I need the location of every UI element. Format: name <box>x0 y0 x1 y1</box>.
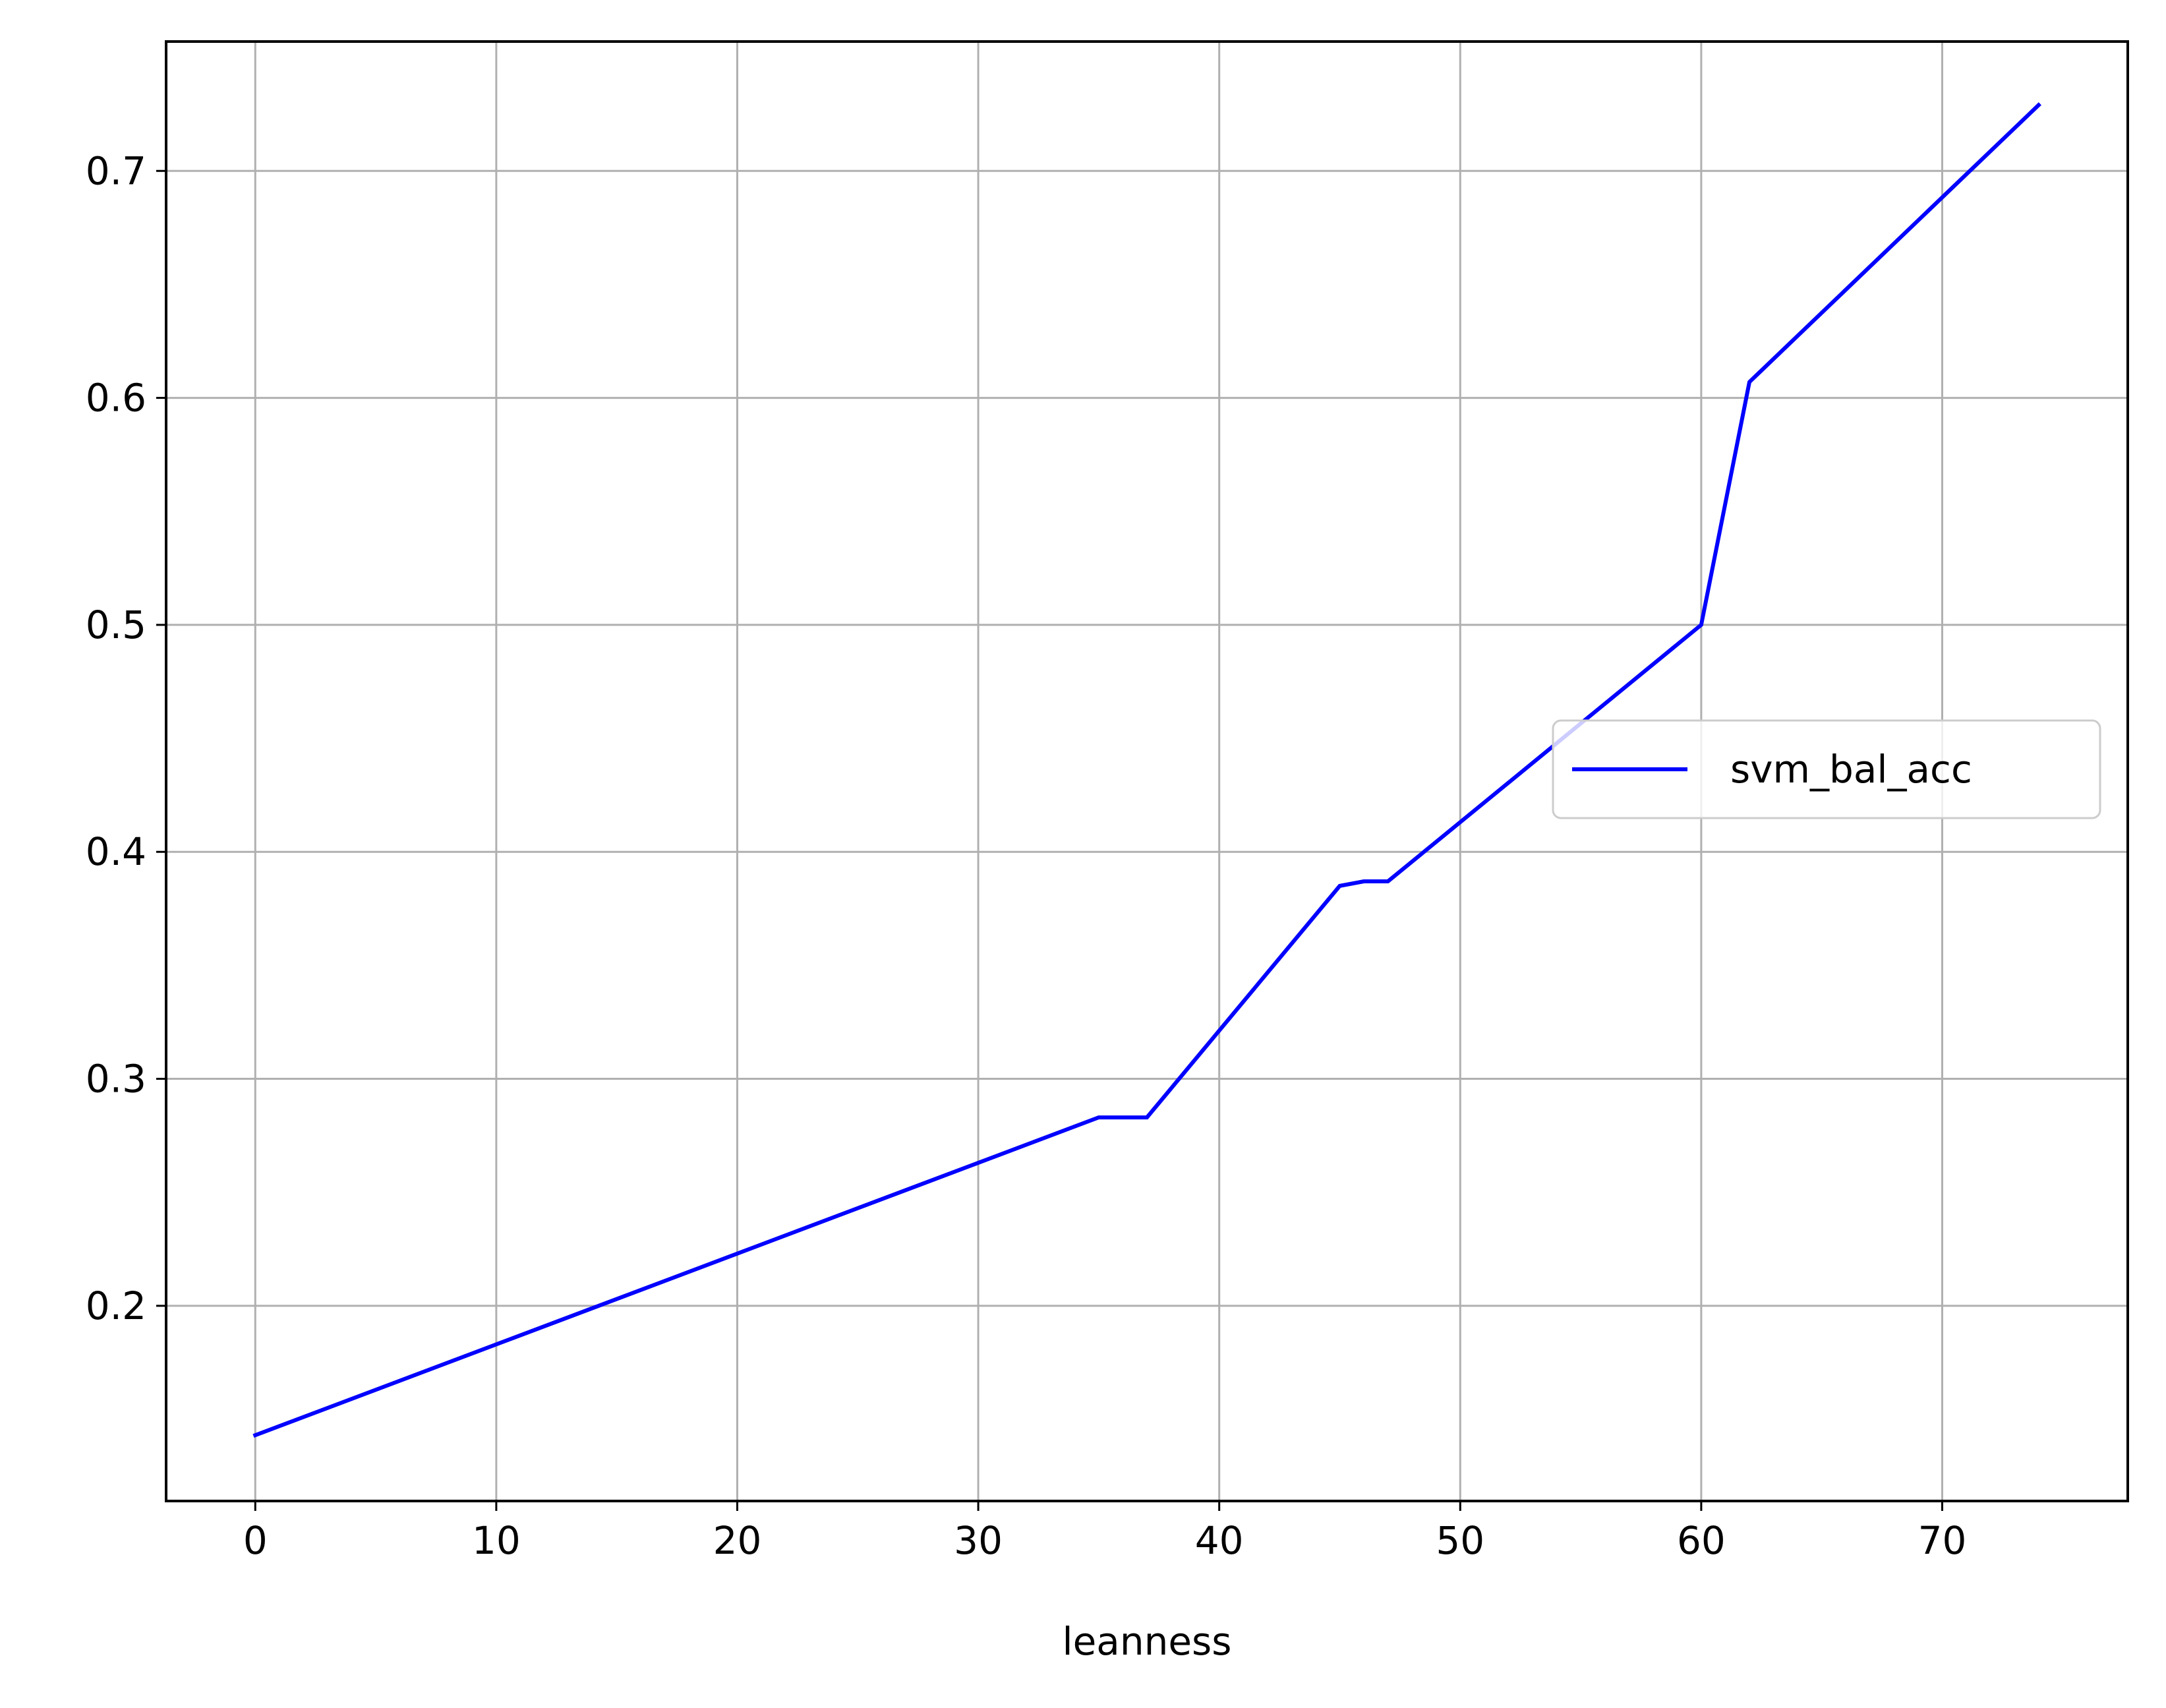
x-tick-label: 60 <box>1677 1518 1726 1563</box>
plot-frame <box>165 40 2129 1502</box>
x-tick-label: 30 <box>954 1518 1003 1563</box>
y-tick-label: 0.3 <box>86 1057 146 1102</box>
tick-layer: 0 10 20 30 40 50 60 70 0.2 0.3 0.4 0.5 0.6 0.7 <box>86 148 1967 1563</box>
x-tick-label: 70 <box>1918 1518 1967 1563</box>
grid-layer <box>166 42 2128 1501</box>
series-layer <box>252 102 2041 1438</box>
x-tick-label: 0 <box>243 1518 268 1563</box>
y-tick-label: 0.5 <box>86 603 146 647</box>
x-tick-label: 10 <box>472 1518 521 1563</box>
x-tick-label: 40 <box>1195 1518 1244 1563</box>
x-tick-label: 50 <box>1436 1518 1484 1563</box>
y-tick-label: 0.4 <box>86 829 146 874</box>
legend-label: svm_bal_acc <box>1730 747 1972 792</box>
series-line-svm_bal_acc <box>252 102 2041 1438</box>
x-tick-label: 20 <box>713 1518 762 1563</box>
legend-box <box>1552 719 2101 819</box>
y-tick-label: 0.2 <box>86 1283 146 1328</box>
y-tick-label: 0.6 <box>86 376 146 421</box>
y-tick-label: 0.7 <box>86 148 146 193</box>
x-axis-title: leanness <box>1063 1619 1232 1664</box>
legend: svm_bal_acc <box>1552 719 2101 819</box>
